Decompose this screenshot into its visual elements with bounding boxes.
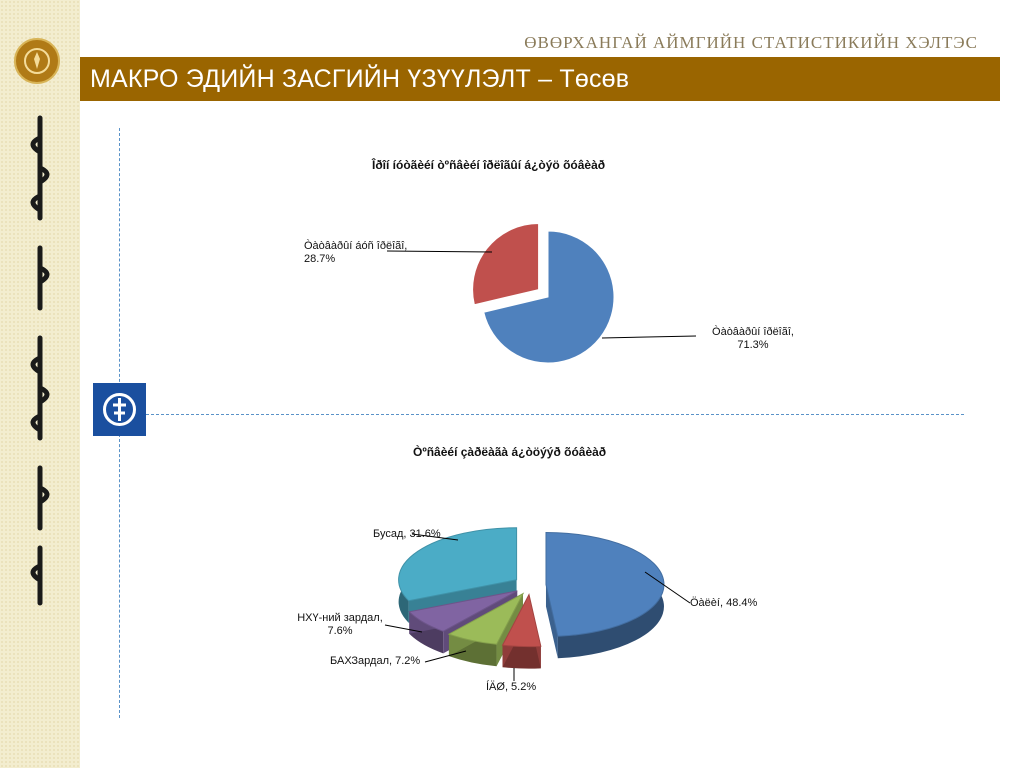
expenditure-slice-cut-3 [409,590,518,654]
statistics-emblem-logo [14,38,60,84]
revenue-slice-label-nontax: Òàòâàðûí áóñ îðëîãî, 28.7% [304,240,408,265]
revenue-leader-line-tax [601,335,697,339]
expenditure-leader-line-salary [644,571,691,604]
revenue-pie-slice-1 [472,223,540,306]
expenditure-slice-label-bax: БАХЗардал, 7.2% [330,655,421,667]
expenditure-pie-slice-4 [398,527,518,602]
revenue-leader-line-nontax [386,250,493,253]
mongolian-script-decoration [30,115,50,606]
slide-title: МАКРО ЭДИЙН ЗАСГИЙН ҮЗҮҮЛЭЛТ – Төсөв [90,65,630,93]
expenditure-slice-label-salary: Öàëèí, 48.4% [690,597,758,609]
expenditure-leader-line-nhu [384,624,423,633]
revenue-slice-label-tax: Òàòâàðûí îðëîãî, 71.3% [712,326,794,351]
expenditure-chart-title: Òºñâèéí çàðëàãà á¿òöýýð õóâèàð [413,445,607,459]
emblem-icon [24,48,50,74]
statistics-icon [93,383,146,436]
expenditure-pie-slice-0 [545,532,665,637]
organization-header: ӨВӨРХАНГАЙ АЙМГИЙН СТАТИСТИКИЙН ХЭЛТЭС [524,33,978,52]
expenditure-slice-label-ndsh: ÍÄØ, 5.2% [486,681,537,693]
revenue-pie-slice-0 [483,230,615,364]
expenditure-pie-slice-2 [447,592,525,645]
expenditure-slice-side-1 [502,645,541,669]
expenditure-slice-label-nhu: НХҮ-ний зардал, 7.6% [297,612,383,637]
horizontal-divider [146,414,964,415]
revenue-chart-title: Îðîí íóòãèéí òºñâèéí îðëîãûí á¿òýö õóâèà… [372,158,606,172]
expenditure-slice-label-other: Бусад, 31.6% [373,528,441,540]
expenditure-leader-line-bax [424,650,467,663]
expenditure-leader-line-other [411,533,459,541]
slide-title-bar: МАКРО ЭДИЙН ЗАСГИЙН ҮЗҮҮЛЭЛТ – Төсөв [80,57,1000,101]
expenditure-pie-slice-1 [501,593,542,648]
expenditure-pie-slice-3 [408,590,518,632]
expenditure-slice-cut-0 [545,532,558,659]
